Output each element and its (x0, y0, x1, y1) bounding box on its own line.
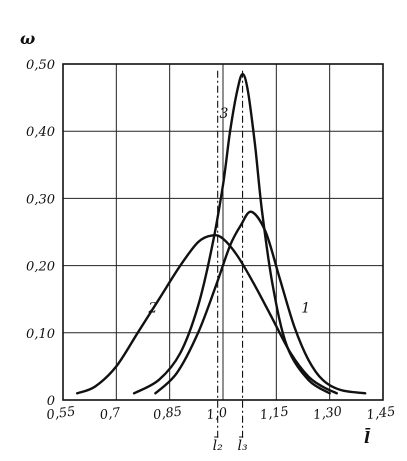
series-line-2 (76, 233, 338, 395)
y-axis-title: ω (20, 29, 35, 48)
series-line-3 (132, 72, 331, 395)
marker-lines (217, 70, 244, 438)
series: 1 2 3 (76, 72, 367, 395)
plot-frame (62, 63, 384, 401)
x-tick-label: 1,30 (312, 404, 343, 423)
x-tick-label: 1,45 (366, 404, 397, 423)
x-tick-label: 0,85 (152, 404, 183, 423)
series-label-3: 3 (219, 106, 228, 122)
series-label-2: 2 (147, 301, 157, 317)
x-tick-label: 0,55 (46, 404, 77, 423)
x-tick-label: 1,0 (206, 405, 229, 423)
x-tick-label: 1,15 (259, 404, 290, 423)
y-tick-label: 0,10 (26, 327, 55, 342)
y-tick-label: 0,40 (26, 125, 55, 140)
tick-labels: 0,55 0,7 0,85 1,0 1,15 1,30 1,45 0 0,10 0,20 0,30 0… (26, 58, 396, 454)
grid (63, 64, 383, 400)
y-tick-label: 0 (47, 394, 55, 409)
x-axis-title: l̄ (364, 427, 371, 447)
series-label-1: 1 (301, 301, 310, 317)
marker-label: l̄₃ (238, 436, 248, 454)
x-tick-label: 0,7 (99, 405, 122, 423)
y-tick-label: 0,50 (26, 58, 55, 73)
marker-label: l̄₂ (213, 436, 223, 454)
y-tick-label: 0,30 (26, 192, 55, 207)
y-tick-label: 0,20 (26, 260, 55, 275)
series-line-1 (154, 210, 367, 395)
